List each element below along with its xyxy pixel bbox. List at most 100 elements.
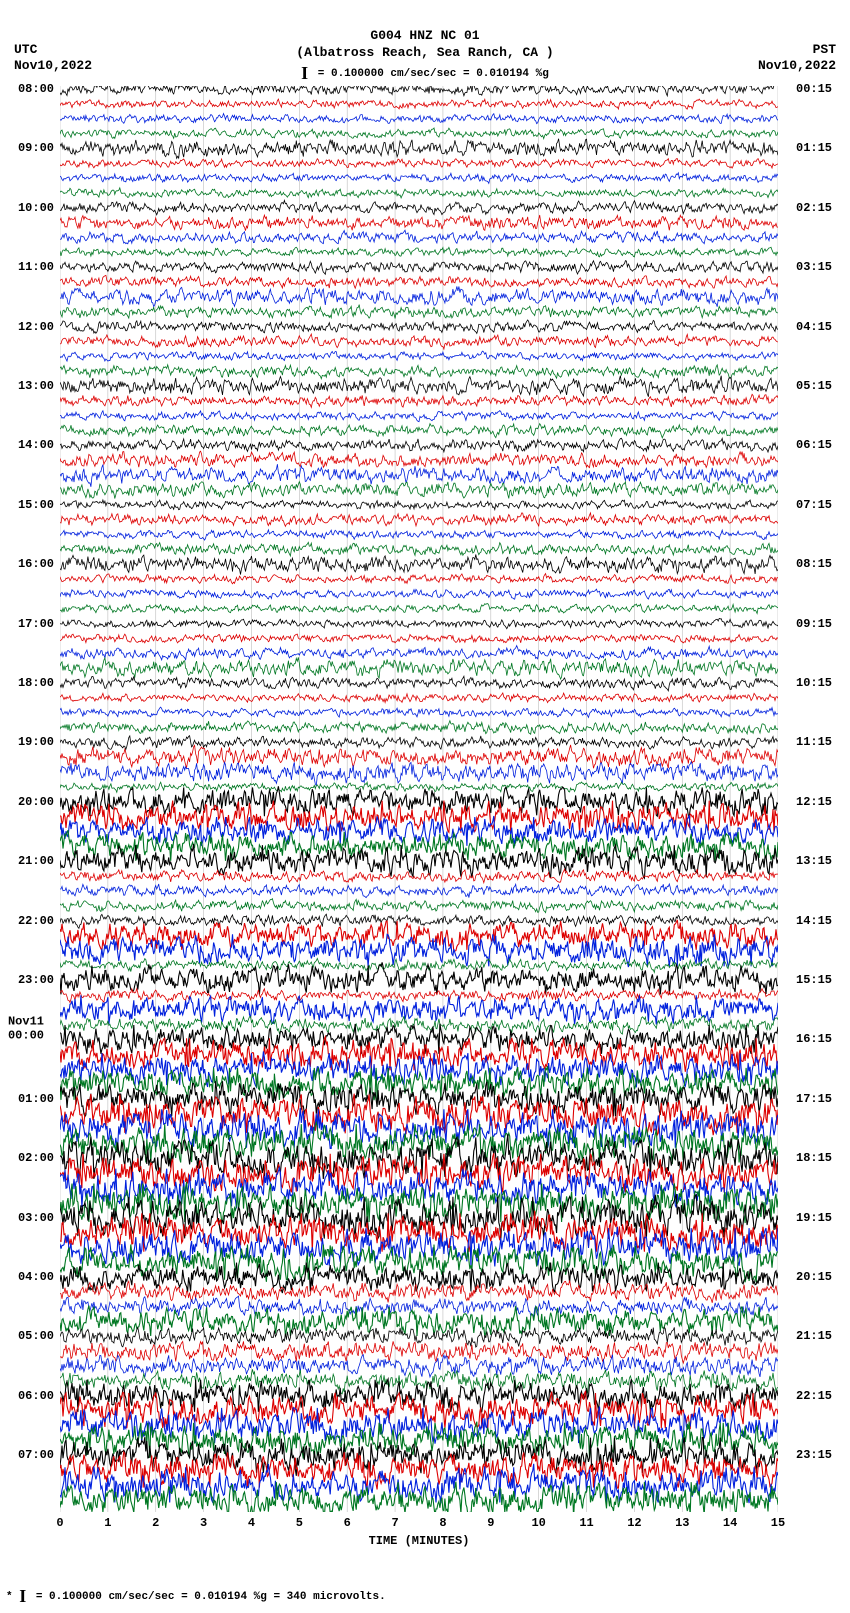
- right-time-label: 22:15: [796, 1389, 832, 1403]
- trace-line: [60, 542, 778, 556]
- trace-line: [60, 604, 778, 614]
- footer-scale-text: = 0.100000 cm/sec/sec = 0.010194 %g = 34…: [36, 1591, 386, 1603]
- left-time-label: 18:00: [18, 676, 54, 690]
- left-time-label: 17:00: [18, 617, 54, 631]
- footer-scale: * I = 0.100000 cm/sec/sec = 0.010194 %g …: [6, 1586, 386, 1607]
- trace-line: [60, 634, 778, 643]
- x-axis: 0123456789101112131415 TIME (MINUTES): [60, 1516, 778, 1556]
- tz-left-date: Nov10,2022: [14, 58, 92, 74]
- right-time-label: 01:15: [796, 141, 832, 155]
- right-time-label: 03:15: [796, 260, 832, 274]
- trace-line: [60, 574, 778, 584]
- trace-line: [60, 275, 778, 288]
- trace-line: [60, 676, 778, 691]
- trace-line: [60, 320, 778, 333]
- left-time-labels: 08:0009:0010:0011:0012:0013:0014:0015:00…: [0, 86, 58, 1512]
- x-tick-label: 12: [627, 1516, 641, 1530]
- left-time-label: 04:00: [18, 1270, 54, 1284]
- trace-line: [60, 530, 778, 540]
- trace-line: [60, 188, 778, 198]
- x-tick-label: 5: [296, 1516, 303, 1530]
- trace-line: [60, 657, 778, 679]
- trace-line: [60, 555, 778, 575]
- trace-line: [60, 884, 778, 898]
- left-time-label: 19:00: [18, 735, 54, 749]
- right-time-label: 23:15: [796, 1448, 832, 1462]
- trace-line: [60, 464, 778, 487]
- trace-line: [60, 1327, 778, 1347]
- scale-bar-icon: I: [301, 62, 308, 85]
- trace-line: [60, 693, 778, 703]
- station-location: (Albatross Reach, Sea Ranch, CA ): [0, 45, 850, 62]
- tz-right-label: PST: [758, 42, 836, 58]
- x-tick-label: 10: [531, 1516, 545, 1530]
- left-time-label: 15:00: [18, 498, 54, 512]
- x-tick-label: 15: [771, 1516, 785, 1530]
- trace-line: [60, 1379, 778, 1413]
- trace-line: [60, 1016, 778, 1034]
- right-time-label: 15:15: [796, 973, 832, 987]
- left-time-label: 23:00: [18, 973, 54, 987]
- timezone-left: UTC Nov10,2022: [14, 42, 92, 73]
- x-tick-label: 1: [104, 1516, 111, 1530]
- left-time-label: Nov1100:00: [8, 1016, 44, 1042]
- x-tick-label: 0: [56, 1516, 63, 1530]
- x-tick-label: 8: [439, 1516, 446, 1530]
- trace-line: [60, 988, 778, 1002]
- station-title: G004 HNZ NC 01: [0, 28, 850, 45]
- trace-line: [60, 305, 778, 319]
- trace-line: [60, 500, 778, 510]
- plot-header: G004 HNZ NC 01 (Albatross Reach, Sea Ran…: [0, 28, 850, 85]
- left-time-label: 08:00: [18, 82, 54, 96]
- left-time-label: 22:00: [18, 914, 54, 928]
- left-time-label: 07:00: [18, 1448, 54, 1462]
- right-time-label: 11:15: [796, 735, 832, 749]
- trace-line: [60, 351, 778, 361]
- trace-line: [60, 995, 778, 1024]
- x-tick-label: 13: [675, 1516, 689, 1530]
- seismogram-plot: [60, 86, 778, 1512]
- left-time-label: 11:00: [18, 260, 54, 274]
- right-time-label: 09:15: [796, 617, 832, 631]
- right-time-label: 17:15: [796, 1092, 832, 1106]
- trace-line: [60, 721, 778, 735]
- seismogram-page: G004 HNZ NC 01 (Albatross Reach, Sea Ran…: [0, 0, 850, 1613]
- right-time-label: 16:15: [796, 1032, 832, 1046]
- trace-line: [60, 646, 778, 661]
- trace-line: [60, 914, 778, 928]
- trace-line: [60, 376, 778, 397]
- right-time-label: 13:15: [796, 854, 832, 868]
- x-tick-label: 9: [487, 1516, 494, 1530]
- trace-line: [60, 173, 778, 184]
- scale-text: = 0.100000 cm/sec/sec = 0.010194 %g: [318, 68, 549, 80]
- trace-line: [60, 215, 778, 231]
- right-time-label: 06:15: [796, 438, 832, 452]
- left-time-label: 16:00: [18, 557, 54, 571]
- trace-line: [60, 286, 778, 306]
- trace-line: [60, 424, 778, 438]
- trace-line: [60, 762, 778, 786]
- trace-line: [60, 230, 778, 244]
- left-time-label: 06:00: [18, 1389, 54, 1403]
- right-time-labels: 00:1501:1502:1503:1504:1505:1506:1507:15…: [792, 86, 850, 1512]
- trace-line: [60, 782, 778, 792]
- left-time-label: 10:00: [18, 201, 54, 215]
- left-time-label: 02:00: [18, 1151, 54, 1165]
- x-tick-label: 6: [344, 1516, 351, 1530]
- trace-line: [60, 589, 778, 599]
- trace-line: [60, 869, 778, 883]
- right-time-label: 14:15: [796, 914, 832, 928]
- trace-line: [60, 899, 778, 913]
- trace-line: [60, 128, 778, 139]
- trace-line: [60, 438, 778, 452]
- scale-caption: I = 0.100000 cm/sec/sec = 0.010194 %g: [0, 62, 850, 85]
- right-time-label: 18:15: [796, 1151, 832, 1165]
- trace-line: [60, 482, 778, 499]
- trace-line: [60, 394, 778, 407]
- right-time-label: 21:15: [796, 1329, 832, 1343]
- left-time-label: 13:00: [18, 379, 54, 393]
- trace-line: [60, 365, 778, 379]
- right-time-label: 04:15: [796, 320, 832, 334]
- trace-line: [60, 618, 778, 628]
- trace-line: [60, 934, 778, 967]
